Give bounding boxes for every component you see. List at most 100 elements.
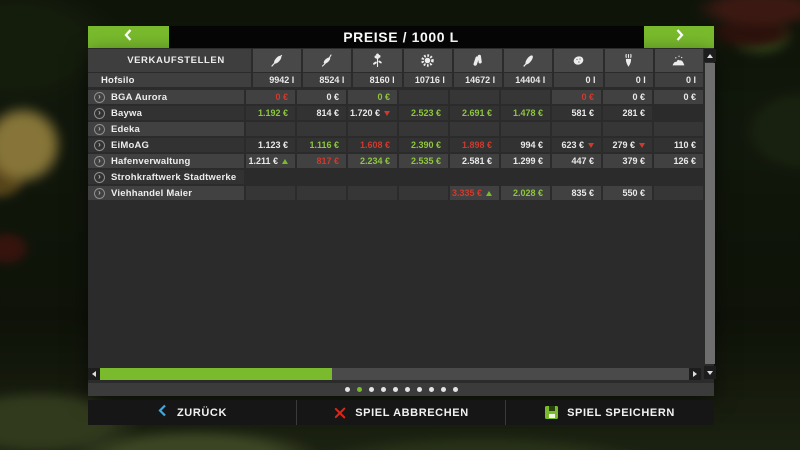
price-cell: 3.335 €	[450, 186, 499, 200]
empty-price-cell	[297, 186, 346, 200]
sellpoint-name: Strohkraftwerk Stadtwerke	[111, 171, 237, 183]
storage-amount-cell: 10716 l	[403, 73, 452, 87]
page-indicator	[88, 383, 714, 396]
price-value: 1.898 €	[461, 140, 492, 150]
manure-icon	[654, 49, 703, 72]
price-value: 379 €	[622, 156, 645, 166]
page-dot[interactable]	[380, 387, 386, 392]
visit-sellpoint-icon[interactable]: ›	[94, 187, 105, 199]
sellpoint-name: Edeka	[111, 123, 140, 135]
table-row[interactable]: › EiMoAG 1.123 € 1.116 € 1.608 € 2.390 € 1.898…	[88, 138, 703, 152]
sellpoint-name-cell: › BGA Aurora	[88, 90, 244, 104]
price-cell: 447 €	[552, 154, 601, 168]
price-value: 550 €	[622, 188, 645, 198]
sellpoint-name: EiMoAG	[111, 139, 150, 151]
empty-price-cell	[501, 170, 550, 184]
price-value: 817 €	[316, 156, 339, 166]
storage-amount-cell: 9942 l	[253, 73, 302, 87]
cancel-game-button[interactable]: SPIEL ABBRECHEN	[296, 400, 505, 425]
page-dot[interactable]	[368, 387, 374, 392]
horizontal-scrollbar[interactable]	[88, 368, 701, 380]
table-row[interactable]: › Strohkraftwerk Stadtwerke	[88, 170, 703, 184]
page-dot[interactable]	[392, 387, 398, 392]
empty-price-cell	[450, 170, 499, 184]
price-value: 9942 l	[269, 75, 295, 85]
price-value: 8524 l	[319, 75, 345, 85]
price-value: 279 €	[612, 140, 635, 150]
storage-amount-cell: 14404 l	[504, 73, 553, 87]
potato-icon	[554, 49, 603, 72]
table-row[interactable]: › BGA Aurora 0 € 0 € 0 € 0 € 0 € 0 €	[88, 90, 703, 104]
title-bar: PREISE / 1000 L	[88, 26, 714, 48]
storage-amount-cell: 0 l	[604, 73, 653, 87]
vertical-scroll-thumb[interactable]	[705, 63, 715, 364]
scroll-down-arrow[interactable]	[704, 366, 716, 379]
price-cell: 0 €	[297, 90, 346, 104]
price-value: 110 €	[673, 140, 696, 150]
price-cell: 1.478 €	[501, 106, 550, 120]
page-dot[interactable]	[404, 387, 410, 392]
sugar-beet-icon	[604, 49, 653, 72]
price-cell: 2.535 €	[399, 154, 448, 168]
visit-sellpoint-icon[interactable]: ›	[94, 107, 105, 119]
price-cell: 2.523 €	[399, 106, 448, 120]
visit-sellpoint-icon[interactable]: ›	[94, 123, 105, 135]
table-row[interactable]: › Baywa 1.192 € 814 € 1.720 € 2.523 € 2.691 € 1…	[88, 106, 703, 120]
price-cell: 279 €	[603, 138, 652, 152]
storage-row: Hofsilo 9942 l 8524 l 8160 l 10716 l 14672 l 1…	[88, 73, 703, 87]
price-value: 1.116 €	[309, 140, 339, 150]
visit-sellpoint-icon[interactable]: ›	[94, 139, 105, 151]
page-dot[interactable]	[440, 387, 446, 392]
empty-price-cell	[348, 122, 397, 136]
vertical-scrollbar[interactable]	[704, 49, 716, 379]
cancel-button-label: SPIEL ABBRECHEN	[355, 406, 469, 419]
price-cell: 1.192 €	[246, 106, 295, 120]
page-dot[interactable]	[416, 387, 422, 392]
scroll-right-arrow[interactable]	[689, 368, 701, 380]
back-button[interactable]: ZURÜCK	[88, 400, 296, 425]
page-dot[interactable]	[428, 387, 434, 392]
price-trend-down-icon	[639, 142, 645, 148]
storage-amount-cell: 8160 l	[353, 73, 402, 87]
price-value: 0 €	[377, 92, 390, 102]
price-cell: 0 €	[348, 90, 397, 104]
price-value: 1.720 €	[349, 108, 380, 118]
visit-sellpoint-icon[interactable]: ›	[94, 171, 105, 183]
next-page-button[interactable]	[644, 26, 714, 48]
price-cell: 0 €	[552, 90, 601, 104]
sellpoint-name-cell: › Edeka	[88, 122, 244, 136]
price-cell: 2.581 €	[450, 154, 499, 168]
table-row[interactable]: › Viehhandel Maier 3.335 € 2.028 € 835 € 550 …	[88, 186, 703, 200]
price-value: 581 €	[571, 108, 594, 118]
save-game-button[interactable]: SPIEL SPEICHERN	[505, 400, 714, 425]
page-dot[interactable]	[344, 387, 350, 392]
price-cell: 0 €	[246, 90, 295, 104]
price-cell: 814 €	[297, 106, 346, 120]
empty-price-cell	[501, 122, 550, 136]
price-value: 814 €	[316, 108, 339, 118]
page-dot-active[interactable]	[356, 387, 362, 392]
visit-sellpoint-icon[interactable]: ›	[94, 155, 105, 167]
price-value: 835 €	[571, 188, 594, 198]
empty-price-cell	[297, 170, 346, 184]
maize-icon	[504, 49, 553, 72]
price-cell: 2.028 €	[501, 186, 550, 200]
footer-button-bar: ZURÜCK SPIEL ABBRECHEN SPIEL SPEICHERN	[88, 400, 714, 425]
sellpoint-name: BGA Aurora	[111, 91, 168, 103]
price-cell: 1.720 €	[348, 106, 397, 120]
table-row[interactable]: › Edeka	[88, 122, 703, 136]
table-row[interactable]: › Hafenverwaltung 1.211 € 817 € 2.234 € 2.535…	[88, 154, 703, 168]
price-value: 2.234 €	[359, 156, 390, 166]
prices-table: VERKAUFSTELLEN Hofsilo 9942 l 8524 l 8160 l 1…	[88, 49, 703, 202]
scroll-left-arrow[interactable]	[88, 368, 100, 380]
prev-page-button[interactable]	[88, 26, 169, 48]
price-value: 14672 l	[465, 75, 496, 85]
horizontal-scroll-thumb[interactable]	[100, 368, 332, 380]
storage-amount-cell: 8524 l	[303, 73, 352, 87]
page-dot[interactable]	[452, 387, 458, 392]
price-value: 0 €	[275, 92, 288, 102]
scroll-up-arrow[interactable]	[704, 49, 716, 62]
sellpoint-name-cell: › EiMoAG	[88, 138, 244, 152]
visit-sellpoint-icon[interactable]: ›	[94, 91, 105, 103]
price-cell: 379 €	[603, 154, 652, 168]
